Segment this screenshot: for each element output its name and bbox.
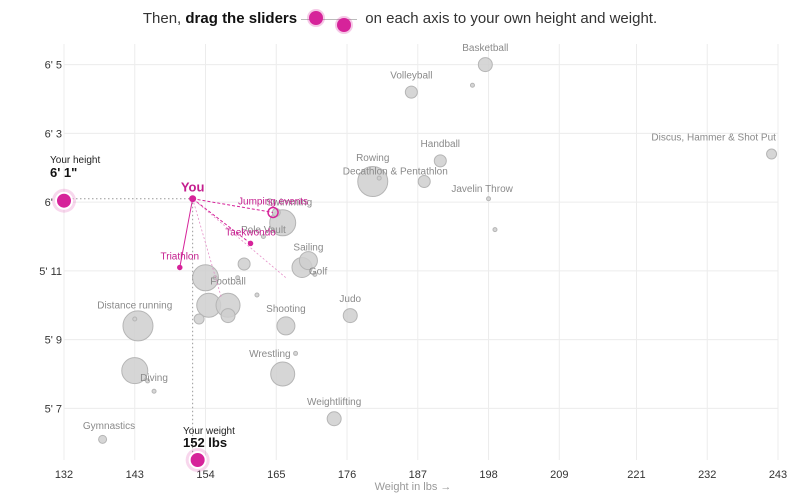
y-tick-label: 6' 5 [45,60,62,72]
x-tick-label: 209 [550,469,568,481]
sport-label: Basketball [462,43,508,54]
sport-label: Judo [339,294,361,305]
sport-label: Shooting [266,304,305,315]
sport-label: Decathlon & Pentathlon [343,167,448,178]
highlighted-sport-label: Triathlon [161,251,200,262]
sport-label: Javelin Throw [451,184,513,195]
x-axis-label: Weight in lbs → [375,481,452,493]
height-value: 6' 1" [50,165,77,180]
x-tick-label: 143 [126,469,144,481]
instruction-prefix: Then, [142,10,186,27]
sport-bubble [254,292,260,298]
sport-label: Rowing [356,153,389,164]
highlighted-sport-marker [177,264,183,271]
x-axis-ticks: 132 143 154 165 176 187 198 209 221 232 243 [55,469,787,481]
sport-bubble [235,275,241,281]
sport-bubble [417,175,431,189]
comparison-line [179,198,194,268]
sport-label: Pole Vault [241,225,286,236]
highlighted-sport-marker [267,206,279,219]
sport-bubble [477,57,493,73]
y-tick-label: 5' 9 [45,335,62,347]
sport-label: Diving [140,373,168,384]
sport-bubble [404,85,418,99]
weight-slider[interactable]: Your weight 152 lbs [183,426,235,472]
highlighted-sport-label: Jumping events [238,196,308,207]
sport-labels: Basketball Volleyball Handball Discus, Hamm… [83,43,776,432]
instruction-text: Then, drag the sliders on each axis to y… [0,10,800,33]
sport-bubble [766,148,778,160]
x-tick-label: 154 [196,469,214,481]
sport-bubble [121,357,149,385]
sport-label: Football [210,277,246,288]
height-slider[interactable]: Your height 6' 1" [50,155,100,213]
sport-label: Swimming [266,198,312,209]
sport-bubbles [98,57,778,444]
sport-bubble [193,313,205,325]
x-tick-label: 232 [698,469,716,481]
highlighted-sport-marker [247,240,254,247]
weight-value: 152 lbs [183,435,227,450]
x-tick-label: 187 [409,469,427,481]
highlighted-sport-label: Taekwondo [225,227,276,238]
sport-label: Discus, Hammer & Shot Put [651,132,776,143]
sport-bubble [132,316,138,322]
sport-label: Gymnastics [83,421,135,432]
sport-bubble [312,271,318,277]
y-tick-label: 5' 11 [39,266,62,278]
sport-bubble [342,308,358,324]
comparison-line [192,198,274,213]
sport-bubble [260,234,266,240]
height-caption: Your height [50,155,100,166]
sport-label: Sailing [293,242,323,253]
sport-bubble [298,251,318,271]
sport-bubble [122,310,154,342]
you-comparison: Jumping events Taekwondo Triathlon You [64,180,308,460]
comparison-line [192,198,287,279]
weight-slider-handle[interactable] [188,451,207,469]
sport-bubble [276,316,296,336]
sport-bubble [192,264,220,292]
sport-bubble [433,154,447,168]
sport-bubble [98,434,108,444]
sport-bubble [486,196,492,202]
you-marker [189,195,197,203]
sport-bubble [357,166,389,198]
x-tick-label: 176 [338,469,356,481]
x-tick-label: 198 [479,469,497,481]
you-label: You [181,180,205,195]
sport-bubble [237,257,251,271]
sport-label: Volleyball [390,70,432,81]
instruction-bold: drag the sliders [185,10,298,27]
x-tick-label: 221 [627,469,645,481]
sport-bubble [151,388,157,394]
height-slider-handle[interactable] [55,191,73,210]
sport-bubble [220,308,236,324]
sport-bubble [469,82,475,88]
sport-bubble [293,350,299,356]
slider-example-icon [301,10,358,33]
sport-label: Wrestling [249,349,291,360]
sport-label: Handball [421,139,460,150]
sport-bubble [326,411,342,427]
y-tick-label: 5' 7 [45,403,62,415]
comparison-line [192,198,222,299]
sport-label: Weightlifting [307,397,361,408]
sport-bubble [270,361,296,387]
instruction-suffix: on each axis to your own height and weig… [361,10,658,27]
weight-caption: Your weight [183,426,235,437]
sport-label: Golf [309,266,328,277]
sport-bubble [376,175,382,181]
y-axis-ticks: 5' 75' 95' 116' 16' 36' 5 [39,60,62,416]
x-tick-label: 132 [55,469,73,481]
comparison-line [192,198,251,244]
sport-bubble [145,378,151,384]
sport-label: Distance running [97,301,172,312]
chart-grid [63,44,779,460]
y-tick-label: 6' 3 [45,128,62,140]
x-tick-label: 243 [769,469,787,481]
x-tick-label: 165 [267,469,285,481]
sport-bubble [492,227,498,233]
